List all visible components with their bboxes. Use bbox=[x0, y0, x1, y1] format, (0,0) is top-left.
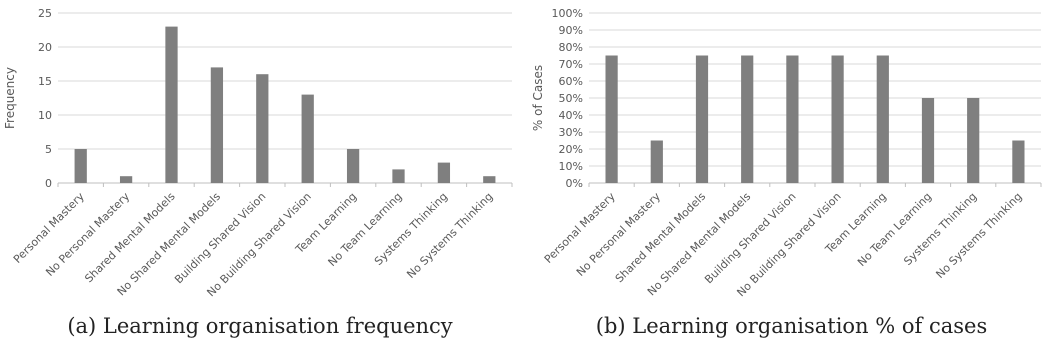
y-tick-label: 70% bbox=[559, 58, 583, 71]
y-tick-label: 40% bbox=[559, 109, 583, 122]
x-category-label: Building Shared Vision bbox=[702, 190, 798, 286]
y-tick-label: 0% bbox=[566, 177, 583, 190]
bar bbox=[210, 67, 224, 183]
bar bbox=[695, 55, 709, 183]
bar bbox=[605, 55, 618, 183]
y-tick-label: 20% bbox=[559, 143, 583, 156]
bar bbox=[346, 149, 360, 183]
y-tick-label: 0 bbox=[45, 177, 52, 190]
y-tick-label: 30% bbox=[559, 126, 583, 139]
y-tick-label: 10% bbox=[559, 160, 583, 173]
bar bbox=[301, 94, 314, 183]
y-axis-label: % of Cases bbox=[531, 65, 545, 131]
x-category-label: No Personal Mastery bbox=[43, 190, 132, 279]
x-category-label: Shared Mental Models bbox=[82, 190, 178, 286]
y-tick-label: 15 bbox=[38, 75, 52, 88]
bar bbox=[392, 169, 405, 183]
bar bbox=[74, 149, 87, 183]
bar bbox=[1012, 140, 1025, 183]
x-category-label: Shared Mental Models bbox=[613, 190, 709, 286]
x-category-label: No Personal Mastery bbox=[574, 190, 663, 279]
bar bbox=[483, 176, 496, 183]
y-tick-label: 50% bbox=[559, 92, 583, 105]
y-tick-label: 25 bbox=[38, 7, 52, 20]
y-tick-label: 90% bbox=[559, 24, 583, 37]
chart-panel-b: 0% 10% 20% 30% 40% 50% 60% 70% 80% 90% 100% % of Ca… bbox=[530, 0, 1053, 360]
bar bbox=[119, 176, 133, 183]
x-category-label: Building Shared Vision bbox=[172, 190, 268, 286]
percent-cases-bar-chart: 0% 10% 20% 30% 40% 50% 60% 70% 80% 90% 100% % of Ca… bbox=[531, 7, 1042, 299]
caption-b: (b) Learning organisation % of cases bbox=[595, 314, 988, 338]
bar bbox=[967, 98, 980, 183]
bar bbox=[256, 74, 269, 183]
x-category-label: No Systems Thinking bbox=[933, 190, 1024, 281]
bar bbox=[437, 162, 451, 183]
bar bbox=[831, 55, 844, 183]
bar bbox=[786, 55, 799, 183]
x-category-label: No Systems Thinking bbox=[404, 190, 495, 281]
bar bbox=[741, 55, 754, 183]
y-tick-label: 60% bbox=[559, 75, 583, 88]
bar bbox=[650, 140, 663, 183]
bar bbox=[165, 26, 178, 183]
y-tick-label: 5 bbox=[45, 143, 52, 156]
bar bbox=[921, 98, 935, 183]
y-axis-label: Frequency bbox=[3, 67, 17, 129]
caption-a: (a) Learning organisation frequency bbox=[67, 314, 453, 338]
y-tick-label: 20 bbox=[38, 41, 52, 54]
y-tick-label: 80% bbox=[559, 41, 583, 54]
y-tick-label: 100% bbox=[552, 7, 583, 20]
chart-panel-a: 0 5 10 15 20 25 Frequency Personal Mastery No Pe… bbox=[0, 0, 520, 360]
y-tick-label: 10 bbox=[38, 109, 52, 122]
bar bbox=[876, 55, 889, 183]
